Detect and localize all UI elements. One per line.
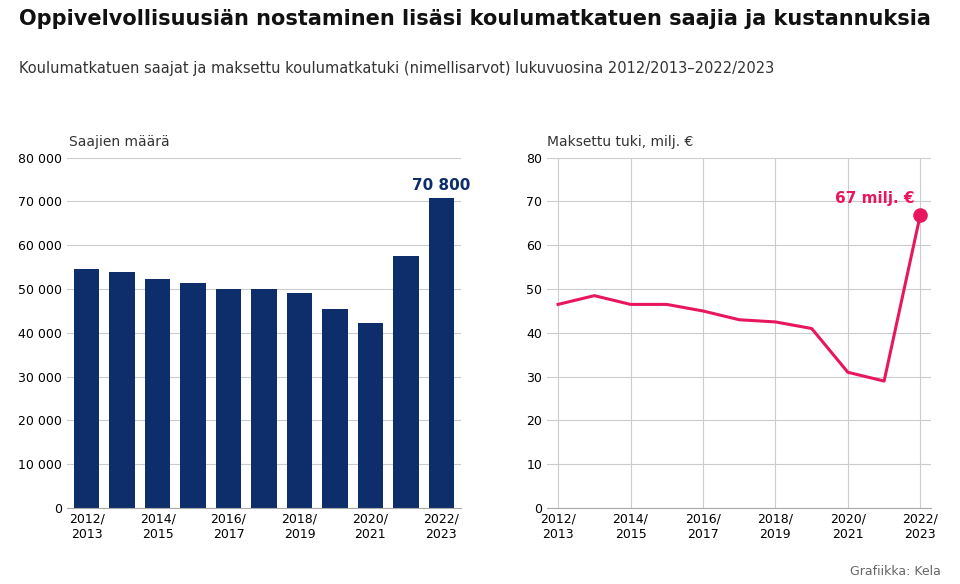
Bar: [252, 289, 276, 508]
Bar: [180, 283, 205, 508]
Bar: [393, 256, 419, 508]
Bar: [74, 269, 100, 508]
Bar: [323, 309, 348, 508]
Bar: [216, 289, 241, 508]
Text: Oppivelvollisuusiän nostaminen lisäsi koulumatkatuen saajia ja kustannuksia: Oppivelvollisuusiän nostaminen lisäsi ko…: [19, 9, 931, 29]
Point: [913, 210, 928, 220]
Text: Koulumatkatuen saajat ja maksettu koulumatkatuki (nimellisarvot) lukuvuosina 201: Koulumatkatuen saajat ja maksettu koulum…: [19, 61, 775, 77]
Bar: [428, 198, 454, 508]
Text: Maksettu tuki, milj. €: Maksettu tuki, milj. €: [547, 135, 693, 149]
Text: Saajien määrä: Saajien määrä: [69, 135, 170, 149]
Bar: [287, 293, 312, 508]
Text: 70 800: 70 800: [412, 178, 470, 193]
Text: 67 milj. €: 67 milj. €: [835, 191, 915, 206]
Bar: [109, 272, 135, 508]
Bar: [145, 279, 170, 508]
Bar: [358, 323, 383, 508]
Text: Grafiikka: Kela: Grafiikka: Kela: [850, 565, 941, 578]
